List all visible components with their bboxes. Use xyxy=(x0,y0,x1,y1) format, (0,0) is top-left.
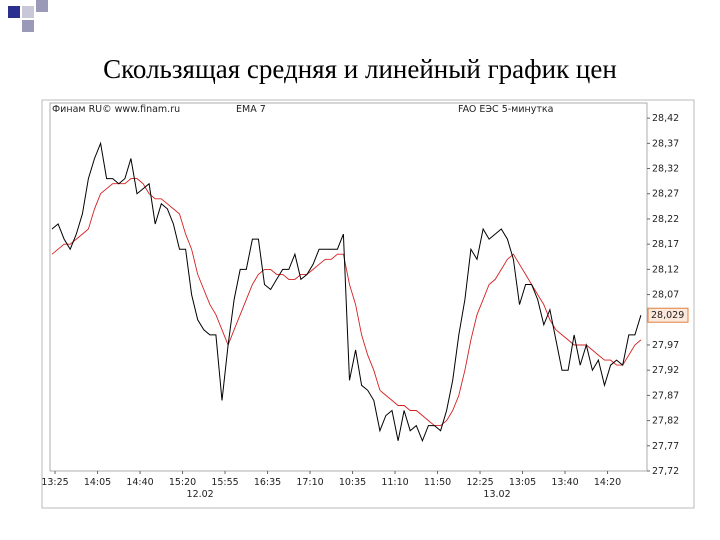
y-tick-label: 28,12 xyxy=(652,264,679,275)
legend-entry: FAO ЕЭС 5-минутка xyxy=(458,104,553,115)
last-value-box xyxy=(647,307,689,323)
x-tick-label: 11:50 xyxy=(424,477,451,488)
y-tick-label: 27,82 xyxy=(652,416,679,427)
x-tick-label: 16:35 xyxy=(254,477,281,488)
x-tick-label: 14:05 xyxy=(84,477,111,488)
decor-square xyxy=(8,6,20,18)
y-tick-label: 27,72 xyxy=(652,466,679,477)
y-tick-label: 28,27 xyxy=(652,189,679,200)
decor-square xyxy=(22,6,34,18)
y-tick-label: 27,87 xyxy=(652,390,679,401)
y-tick-label: 28,07 xyxy=(652,290,679,301)
y-tick-label: 28,17 xyxy=(652,239,679,250)
date-label: 12.02 xyxy=(187,489,214,500)
y-tick-label: 27,97 xyxy=(652,340,679,351)
x-tick-label: 12:25 xyxy=(466,477,493,488)
x-tick-label: 14:20 xyxy=(594,477,621,488)
series-line xyxy=(51,178,642,427)
last-value-label: 28,029 xyxy=(651,310,684,321)
x-tick-label: 17:10 xyxy=(296,477,323,488)
y-tick-label: 28,37 xyxy=(652,138,679,149)
plot-area xyxy=(49,102,648,472)
legend-entry: EMA 7 xyxy=(236,104,266,115)
x-tick-label: 15:55 xyxy=(211,477,238,488)
series-line xyxy=(51,141,642,443)
chart-title: Скользящая средняя и линейный график цен xyxy=(103,54,617,84)
y-tick-label: 28,32 xyxy=(652,164,679,175)
y-tick-label: 27,77 xyxy=(652,441,679,452)
x-tick-label: 15:20 xyxy=(169,477,196,488)
source: Финам RU© www.finam.ru xyxy=(52,104,180,115)
y-tick-label: 27,92 xyxy=(652,365,679,376)
x-tick-label: 13:05 xyxy=(509,477,536,488)
x-tick-label: 13:40 xyxy=(551,477,578,488)
x-tick-label: 11:10 xyxy=(381,477,408,488)
y-tick-label: 28,42 xyxy=(652,113,679,124)
decor-square xyxy=(36,0,48,12)
x-tick-label: 10:35 xyxy=(339,477,366,488)
date-label: 13.02 xyxy=(483,489,510,500)
x-tick-label: 14:40 xyxy=(126,477,153,488)
decor-square xyxy=(22,20,34,32)
y-tick-label: 28,22 xyxy=(652,214,679,225)
x-tick-label: 13:25 xyxy=(41,477,68,488)
